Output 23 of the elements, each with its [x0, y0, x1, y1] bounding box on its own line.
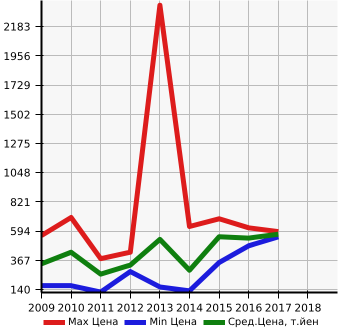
legend-label: Max Цена	[68, 316, 118, 328]
y-tick-label: 2183	[3, 20, 31, 34]
y-tick-label: 821	[10, 196, 31, 209]
y-tick-label: 594	[10, 225, 31, 238]
y-tick-label: 140	[10, 284, 31, 297]
x-tick-label: 2013	[146, 302, 174, 314]
x-tick-label: 2010	[58, 302, 85, 314]
y-tick-label: 367	[10, 254, 31, 268]
x-tick-label: 2012	[116, 302, 144, 314]
y-tick-label: 1502	[3, 108, 31, 122]
x-tick-label: 2017	[264, 302, 292, 314]
x-tick-label: 2018	[294, 302, 322, 314]
x-tick-label: 2009	[28, 302, 56, 314]
x-tick-label: 2016	[235, 302, 262, 314]
legend-label: Min Цена	[149, 316, 197, 328]
legend-label: Сред.Цена, т.йен	[228, 316, 319, 328]
x-tick-label: 2014	[176, 302, 204, 314]
x-tick-label: 2011	[87, 302, 114, 314]
y-tick-label: 1956	[3, 50, 31, 63]
y-tick-label: 1729	[3, 79, 31, 92]
y-tick-label: 1048	[3, 166, 31, 180]
x-tick-label: 2015	[206, 302, 233, 314]
y-tick-label: 1275	[3, 138, 31, 151]
